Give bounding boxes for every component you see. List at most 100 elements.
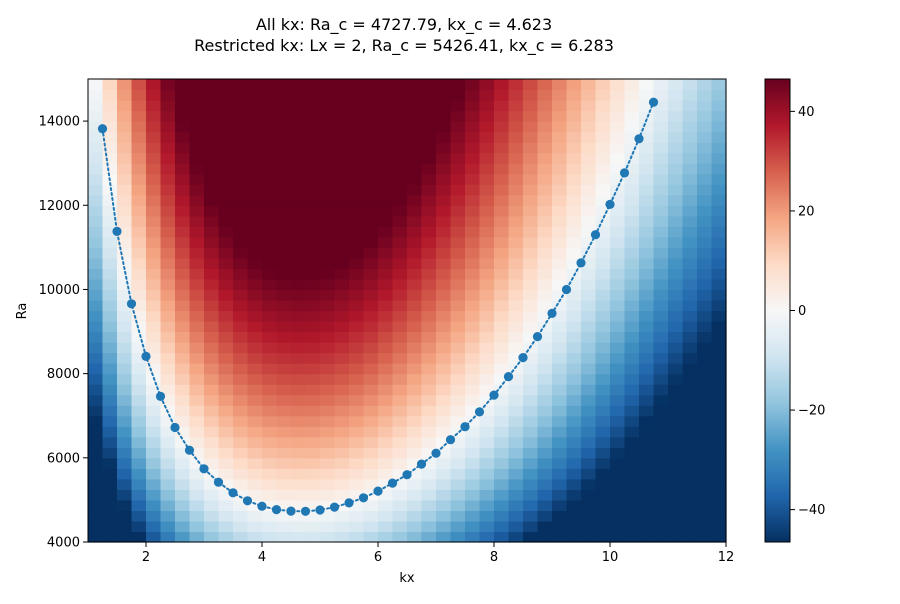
heatmap-cell xyxy=(233,163,249,175)
heatmap-cell xyxy=(407,79,423,91)
heatmap-cell xyxy=(291,110,307,122)
heatmap-cell xyxy=(349,352,365,364)
heatmap-cell xyxy=(276,310,292,322)
heatmap-cell xyxy=(305,173,321,185)
heatmap-cell xyxy=(668,215,684,227)
heatmap-cell xyxy=(668,121,684,133)
heatmap-cell xyxy=(88,415,104,427)
curve-point xyxy=(503,372,514,382)
curve-point xyxy=(213,477,224,487)
heatmap-cell xyxy=(450,520,466,533)
heatmap-cell xyxy=(131,373,147,385)
heatmap-cell xyxy=(711,394,727,406)
heatmap-cell xyxy=(407,405,423,417)
heatmap-cell xyxy=(131,215,147,227)
heatmap-cell xyxy=(189,110,205,122)
heatmap-cell xyxy=(421,468,437,480)
heatmap-cell xyxy=(102,89,118,101)
heatmap-cell xyxy=(436,131,452,143)
heatmap-cell xyxy=(508,184,524,196)
heatmap-cell xyxy=(624,215,640,227)
heatmap-cell xyxy=(378,415,394,427)
heatmap-cell xyxy=(247,489,263,501)
heatmap-cell xyxy=(668,478,684,490)
heatmap-cell xyxy=(595,468,611,480)
heatmap-cell xyxy=(682,121,698,133)
heatmap-cell xyxy=(436,299,452,312)
heatmap-cell xyxy=(378,468,394,480)
heatmap-cell xyxy=(291,520,307,533)
heatmap-cell xyxy=(392,405,408,417)
heatmap-cell xyxy=(320,352,336,364)
heatmap-cell xyxy=(421,173,437,185)
heatmap-cell xyxy=(305,215,321,227)
heatmap-cell xyxy=(349,173,365,185)
heatmap-cell xyxy=(421,531,437,543)
heatmap-cell xyxy=(175,499,191,512)
heatmap-cell xyxy=(508,394,524,406)
heatmap-cell xyxy=(711,426,727,438)
heatmap-cell xyxy=(668,531,684,543)
heatmap-cell xyxy=(233,394,249,406)
heatmap-cell xyxy=(189,478,205,490)
heatmap-cell xyxy=(233,121,249,133)
heatmap-cell xyxy=(247,142,263,154)
heatmap-cell xyxy=(247,89,263,101)
heatmap-cell xyxy=(233,457,249,469)
heatmap-cell xyxy=(566,226,582,238)
heatmap-cell xyxy=(523,405,539,417)
heatmap-cell xyxy=(421,268,437,280)
heatmap-cell xyxy=(581,100,597,112)
heatmap-cell xyxy=(697,405,713,417)
heatmap-cell xyxy=(436,110,452,122)
heatmap-cell xyxy=(233,499,249,512)
heatmap-cell xyxy=(276,331,292,343)
heatmap-cell xyxy=(624,278,640,291)
heatmap-cell xyxy=(291,321,307,333)
heatmap-cell xyxy=(421,194,437,206)
heatmap-cell xyxy=(189,499,205,512)
heatmap-cell xyxy=(276,257,292,270)
heatmap-cell xyxy=(305,352,321,364)
heatmap-cell xyxy=(349,131,365,143)
heatmap-cell xyxy=(117,100,133,112)
heatmap-cell xyxy=(291,405,307,417)
heatmap-cell xyxy=(537,352,553,364)
heatmap-cell xyxy=(552,163,568,175)
heatmap-cell xyxy=(668,299,684,312)
heatmap-cell xyxy=(465,520,481,533)
heatmap-cell xyxy=(523,142,539,154)
heatmap-cell xyxy=(146,163,162,175)
heatmap-cell xyxy=(653,215,669,227)
heatmap-cell xyxy=(711,363,727,375)
heatmap-cell xyxy=(334,405,350,417)
heatmap-cell xyxy=(494,415,510,427)
curve-point xyxy=(126,299,137,309)
heatmap-cell xyxy=(566,152,582,164)
heatmap-cell xyxy=(537,299,553,312)
heatmap-cell xyxy=(668,110,684,122)
heatmap-cell xyxy=(697,394,713,406)
heatmap-cell xyxy=(711,194,727,206)
heatmap-cell xyxy=(305,384,321,396)
heatmap-cell xyxy=(233,173,249,185)
heatmap-cell xyxy=(247,194,263,206)
heatmap-cell xyxy=(102,405,118,417)
heatmap-cell xyxy=(218,299,234,312)
heatmap-cell xyxy=(566,373,582,385)
heatmap-cell xyxy=(334,510,350,522)
heatmap-cell xyxy=(305,247,321,259)
heatmap-cell xyxy=(305,468,321,480)
heatmap-cell xyxy=(653,289,669,301)
heatmap-cell xyxy=(320,131,336,143)
heatmap-cell xyxy=(682,278,698,291)
heatmap-cell xyxy=(117,194,133,206)
heatmap-cell xyxy=(537,321,553,333)
heatmap-cell xyxy=(697,121,713,133)
heatmap-cell xyxy=(363,226,379,238)
heatmap-cell xyxy=(392,247,408,259)
heatmap-cell xyxy=(189,163,205,175)
heatmap-cell xyxy=(189,236,205,248)
heatmap-cell xyxy=(653,278,669,291)
heatmap-cell xyxy=(378,384,394,396)
